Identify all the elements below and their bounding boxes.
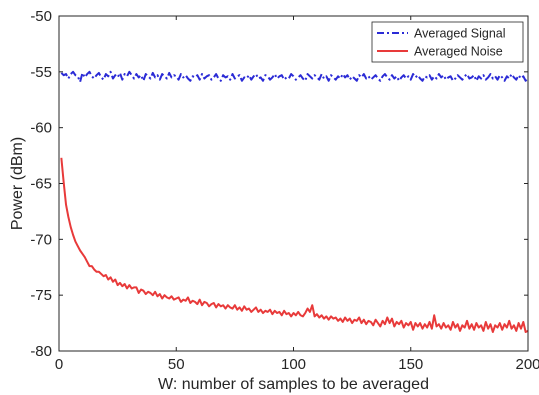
plot-area xyxy=(59,16,528,351)
legend-label-averaged-signal: Averaged Signal xyxy=(414,27,506,41)
x-tick-label: 200 xyxy=(515,356,539,373)
series-line-averaged-signal xyxy=(60,70,529,83)
x-tick-label: 150 xyxy=(398,356,423,373)
y-tick-label: -65 xyxy=(30,176,52,193)
y-tick-label: -80 xyxy=(30,343,52,360)
axis-layer: 0 50 100 150 200 -80 -75 -70 -65 -60 -55 -50 xyxy=(30,8,539,373)
x-tick-label: 100 xyxy=(281,356,306,373)
y-tick-label: -60 xyxy=(30,120,52,137)
y-tick-label: -75 xyxy=(30,287,52,304)
x-tick-label: 0 xyxy=(55,356,63,373)
y-axis-label: Power (dBm) xyxy=(9,137,26,230)
legend-box xyxy=(371,21,524,63)
y-tick-label: -50 xyxy=(30,8,52,25)
x-tick-label: 50 xyxy=(168,356,185,373)
y-tick-label: -70 xyxy=(30,231,52,248)
y-tick-label: -55 xyxy=(30,64,52,81)
series-line-averaged-noise xyxy=(60,157,529,334)
series-layer xyxy=(60,70,529,334)
legend: Averaged Signal Averaged Noise xyxy=(371,21,524,63)
legend-label-averaged-noise: Averaged Noise xyxy=(414,45,503,59)
x-axis-label: W: number of samples to be averaged xyxy=(158,376,429,393)
